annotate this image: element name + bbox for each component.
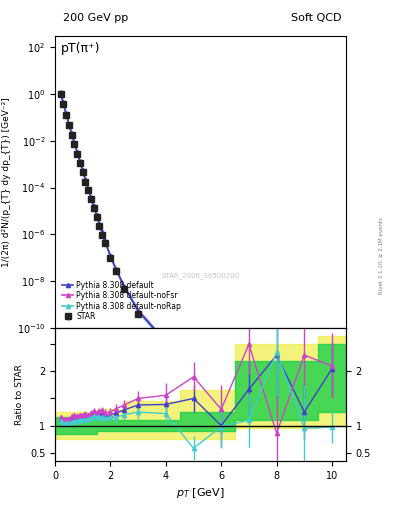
Pythia 8.308 default-noRap <box>64 111 68 117</box>
Pythia 8.308 default <box>64 111 68 117</box>
Pythia 8.308 default-noRap <box>302 417 307 423</box>
Pythia 8.308 default <box>75 149 79 155</box>
Pythia 8.308 default <box>100 229 105 236</box>
Pythia 8.308 default-noFsr <box>69 130 74 136</box>
Pythia 8.308 default-noRap <box>83 177 88 183</box>
Pythia 8.308 default-noRap <box>66 121 71 127</box>
Pythia 8.308 default-noFsr <box>86 185 91 191</box>
Pythia 8.308 default-noFsr <box>122 283 127 289</box>
Pythia 8.308 default <box>103 238 107 244</box>
Text: 200 GeV pp: 200 GeV pp <box>63 13 128 23</box>
Pythia 8.308 default-noFsr <box>302 386 307 392</box>
Pythia 8.308 default-noRap <box>58 90 63 96</box>
Line: Pythia 8.308 default-noFsr: Pythia 8.308 default-noFsr <box>59 90 334 417</box>
Pythia 8.308 default-noFsr <box>94 212 99 218</box>
Pythia 8.308 default-noRap <box>92 204 96 210</box>
Pythia 8.308 default <box>302 391 307 397</box>
Pythia 8.308 default-noRap <box>86 186 91 193</box>
Pythia 8.308 default <box>330 412 334 418</box>
Pythia 8.308 default-noFsr <box>100 229 105 235</box>
Pythia 8.308 default <box>97 221 102 227</box>
Line: Pythia 8.308 default-noRap: Pythia 8.308 default-noRap <box>59 91 334 424</box>
Pythia 8.308 default <box>92 203 96 209</box>
Pythia 8.308 default-noRap <box>94 212 99 219</box>
Pythia 8.308 default-noFsr <box>163 338 168 344</box>
Pythia 8.308 default-noFsr <box>75 149 79 155</box>
Pythia 8.308 default-noRap <box>136 309 140 315</box>
Pythia 8.308 default-noRap <box>77 159 82 165</box>
Pythia 8.308 default-noFsr <box>89 194 94 200</box>
Pythia 8.308 default-noFsr <box>66 120 71 126</box>
Pythia 8.308 default <box>77 159 82 165</box>
Pythia 8.308 default <box>89 195 94 201</box>
Pythia 8.308 default <box>163 339 168 345</box>
Pythia 8.308 default-noRap <box>163 340 168 347</box>
Pythia 8.308 default <box>114 266 118 272</box>
Pythia 8.308 default-noRap <box>75 150 79 156</box>
Y-axis label: 1/(2π) d²N/(p_{T} dy dp_{T}) [GeV⁻²]: 1/(2π) d²N/(p_{T} dy dp_{T}) [GeV⁻²] <box>2 97 11 267</box>
Pythia 8.308 default-noFsr <box>330 409 334 415</box>
Pythia 8.308 default <box>66 121 71 127</box>
Pythia 8.308 default <box>136 308 140 314</box>
Pythia 8.308 default <box>191 360 196 367</box>
Pythia 8.308 default-noRap <box>97 221 102 227</box>
Pythia 8.308 default-noFsr <box>274 412 279 418</box>
Pythia 8.308 default-noFsr <box>61 99 66 105</box>
Pythia 8.308 default-noRap <box>103 239 107 245</box>
Pythia 8.308 default-noRap <box>69 131 74 137</box>
Pythia 8.308 default-noFsr <box>219 366 224 372</box>
Pythia 8.308 default-noFsr <box>103 238 107 244</box>
Pythia 8.308 default-noRap <box>72 140 77 146</box>
Pythia 8.308 default <box>122 284 127 290</box>
Pythia 8.308 default <box>72 140 77 146</box>
Pythia 8.308 default-noFsr <box>58 90 63 96</box>
Pythia 8.308 default <box>58 90 63 96</box>
Pythia 8.308 default-noFsr <box>92 203 96 209</box>
Pythia 8.308 default-noRap <box>246 381 251 388</box>
Pythia 8.308 default-noFsr <box>114 266 118 272</box>
Pythia 8.308 default-noFsr <box>77 158 82 164</box>
Pythia 8.308 default-noFsr <box>108 252 113 259</box>
Text: STAR_2006_S6500200: STAR_2006_S6500200 <box>162 272 239 279</box>
Pythia 8.308 default <box>61 100 66 106</box>
Pythia 8.308 default <box>83 177 88 183</box>
Line: Pythia 8.308 default: Pythia 8.308 default <box>59 91 334 417</box>
Pythia 8.308 default-noRap <box>100 230 105 236</box>
Pythia 8.308 default-noFsr <box>97 221 102 227</box>
Pythia 8.308 default <box>108 253 113 259</box>
Pythia 8.308 default-noFsr <box>191 356 196 362</box>
X-axis label: $p_T$ [GeV]: $p_T$ [GeV] <box>176 486 225 500</box>
Text: pT(π⁺): pT(π⁺) <box>61 41 100 55</box>
Pythia 8.308 default-noRap <box>122 284 127 290</box>
Pythia 8.308 default <box>69 131 74 137</box>
Pythia 8.308 default <box>246 386 251 392</box>
Pythia 8.308 default-noFsr <box>64 111 68 117</box>
Legend: Pythia 8.308 default, Pythia 8.308 default-noFsr, Pythia 8.308 default-noRap, ST: Pythia 8.308 default, Pythia 8.308 defau… <box>59 278 184 324</box>
Pythia 8.308 default-noRap <box>191 370 196 376</box>
Pythia 8.308 default-noRap <box>89 195 94 201</box>
Pythia 8.308 default <box>274 387 279 393</box>
Pythia 8.308 default-noFsr <box>246 380 251 386</box>
Text: Rivet 3.1.10; ≥ 2.1M events: Rivet 3.1.10; ≥ 2.1M events <box>379 218 384 294</box>
Pythia 8.308 default-noFsr <box>80 167 85 174</box>
Pythia 8.308 default <box>80 167 85 174</box>
Pythia 8.308 default-noRap <box>330 419 334 425</box>
Pythia 8.308 default-noFsr <box>83 177 88 183</box>
Pythia 8.308 default-noFsr <box>72 139 77 145</box>
Pythia 8.308 default <box>219 372 224 378</box>
Y-axis label: Ratio to STAR: Ratio to STAR <box>15 364 24 425</box>
Text: Soft QCD: Soft QCD <box>292 13 342 23</box>
Pythia 8.308 default-noRap <box>61 100 66 106</box>
Pythia 8.308 default-noRap <box>80 168 85 174</box>
Pythia 8.308 default-noRap <box>114 267 118 273</box>
Pythia 8.308 default <box>94 212 99 219</box>
Pythia 8.308 default-noRap <box>108 253 113 260</box>
Pythia 8.308 default <box>86 186 91 192</box>
Pythia 8.308 default-noRap <box>274 379 279 385</box>
Pythia 8.308 default-noFsr <box>136 307 140 313</box>
Pythia 8.308 default-noRap <box>219 378 224 384</box>
